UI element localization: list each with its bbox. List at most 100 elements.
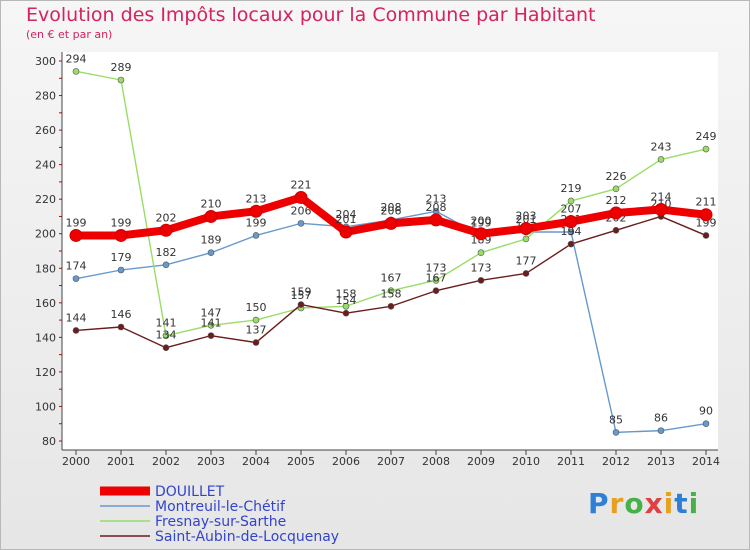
data-label: 167: [426, 272, 447, 285]
data-label: 179: [111, 251, 132, 264]
data-point: [69, 228, 83, 242]
data-point: [72, 275, 80, 282]
data-point: [162, 261, 170, 269]
legend-label: Montreuil-le-Chétif: [155, 499, 286, 515]
y-tick-label: 120: [35, 366, 56, 379]
data-label: 200: [471, 215, 492, 228]
data-point: [387, 302, 395, 310]
data-point: [117, 266, 125, 274]
data-point: [567, 228, 575, 236]
data-label: 177: [516, 254, 537, 267]
data-label: 249: [696, 130, 717, 143]
data-point: [567, 240, 575, 248]
data-point: [612, 226, 620, 234]
data-label: 210: [201, 197, 222, 210]
x-tick-label: 2014: [692, 455, 720, 468]
y-tick-label: 200: [35, 228, 56, 241]
data-point: [249, 204, 263, 218]
data-label: 207: [561, 203, 582, 216]
data-point: [342, 302, 350, 310]
data-label: 167: [381, 272, 402, 285]
data-label: 212: [606, 194, 627, 207]
legend-label: DOUILLET: [155, 484, 225, 500]
proxiti-logo: Proxiti: [588, 487, 700, 520]
data-label: 85: [609, 413, 623, 426]
x-tick-label: 2007: [377, 455, 405, 468]
data-point: [702, 145, 710, 153]
data-label: 202: [156, 211, 177, 224]
data-point: [339, 225, 353, 239]
data-point: [612, 429, 620, 436]
x-tick-label: 2011: [557, 455, 585, 468]
data-point: [207, 249, 215, 257]
x-tick-label: 2006: [332, 455, 360, 468]
x-tick-label: 2008: [422, 455, 450, 468]
data-point: [432, 277, 440, 284]
x-tick-label: 2005: [287, 455, 315, 468]
data-label: 182: [156, 246, 177, 259]
x-tick-label: 2010: [512, 455, 540, 468]
chart-title: Evolution des Impôts locaux pour la Comm…: [26, 4, 596, 26]
data-label: 208: [426, 201, 447, 214]
data-label: 189: [201, 234, 222, 247]
data-label: 221: [291, 178, 312, 191]
legend-label: Saint-Aubin-de-Locquenay: [155, 529, 339, 545]
data-point: [477, 277, 485, 284]
data-point: [297, 220, 305, 227]
data-point: [252, 339, 260, 346]
data-label: 214: [651, 191, 672, 204]
data-label: 147: [201, 306, 222, 319]
data-label: 158: [381, 287, 402, 300]
y-tick-label: 260: [35, 124, 56, 137]
data-point: [474, 227, 488, 241]
data-label: 174: [66, 260, 87, 273]
y-tick-label: 280: [35, 90, 56, 103]
data-label: 211: [696, 196, 717, 209]
data-point: [657, 427, 665, 434]
y-tick-label: 180: [35, 262, 56, 275]
data-point: [699, 208, 713, 222]
data-label: 199: [111, 216, 132, 229]
data-point: [342, 309, 350, 317]
data-point: [72, 68, 80, 75]
data-label: 294: [66, 52, 87, 65]
data-point: [294, 190, 308, 204]
data-label: 159: [291, 286, 312, 299]
data-point: [429, 213, 443, 227]
data-label: 199: [696, 216, 717, 229]
data-point: [702, 420, 710, 428]
data-label: 146: [111, 308, 132, 321]
data-point: [114, 228, 128, 242]
data-label: 201: [516, 213, 537, 226]
data-point: [207, 332, 215, 339]
data-label: 173: [426, 261, 447, 274]
y-tick-label: 100: [35, 400, 56, 413]
data-label: 199: [471, 216, 492, 229]
data-point: [654, 203, 668, 217]
data-point: [207, 321, 215, 329]
data-label: 204: [336, 208, 357, 221]
data-label: 243: [651, 140, 672, 153]
x-tick-label: 2003: [197, 455, 225, 468]
data-point: [702, 232, 710, 239]
y-tick-label: 140: [35, 331, 56, 344]
data-label: 157: [291, 289, 312, 302]
data-label: 154: [336, 294, 357, 307]
data-point: [522, 235, 530, 243]
data-label: 173: [471, 261, 492, 274]
data-point: [162, 332, 170, 339]
data-point: [117, 76, 125, 84]
y-tick-label: 240: [35, 159, 56, 172]
data-point: [609, 206, 623, 220]
y-tick-label: 300: [35, 55, 56, 68]
data-label: 86: [654, 412, 668, 425]
data-label: 203: [516, 210, 537, 223]
data-point: [297, 301, 305, 308]
data-point: [162, 344, 170, 352]
data-point: [252, 232, 260, 239]
data-label: 213: [246, 192, 267, 205]
x-tick-label: 2001: [107, 455, 135, 468]
data-label: 226: [606, 170, 627, 183]
data-label: 141: [201, 317, 222, 330]
data-point: [612, 185, 620, 193]
